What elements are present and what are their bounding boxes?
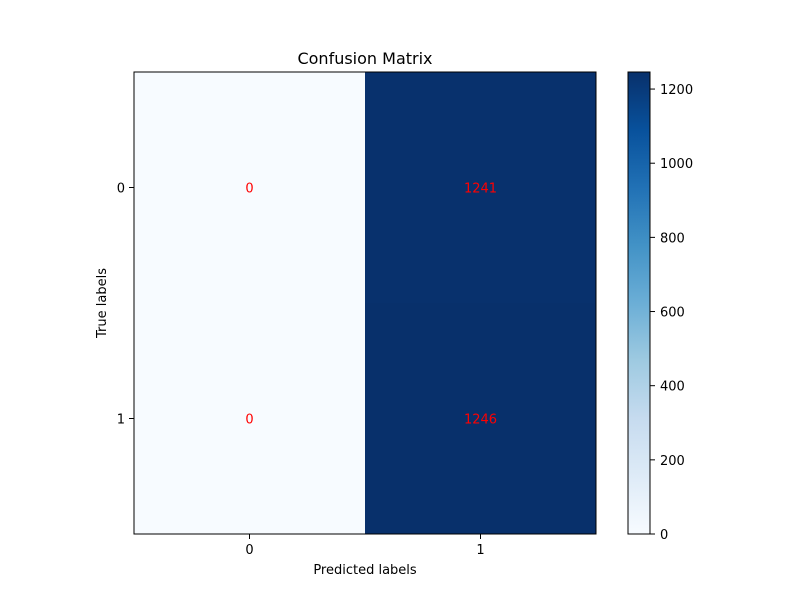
colorbar (627, 71, 651, 535)
colorbar-ticks: 0 200 400 600 800 1000 1200 (650, 83, 693, 543)
heatmap-cell-0-0 (134, 72, 365, 303)
y-tick-label: 1 (117, 413, 125, 428)
y-axis-label: True labels (95, 268, 110, 339)
cell-annotations: 0 1241 0 1246 (245, 182, 497, 428)
colorbar-tick-label: 600 (660, 306, 685, 321)
heatmap-cell-1-0 (134, 303, 365, 534)
cell-value-1-0: 0 (245, 413, 253, 428)
x-tick-label: 1 (476, 543, 484, 558)
cell-value-0-0: 0 (245, 182, 253, 197)
y-axis-ticks: 01 (117, 182, 134, 428)
cell-value-0-1: 1241 (464, 182, 497, 197)
x-axis-label: Predicted labels (313, 563, 417, 578)
colorbar-tick-label: 800 (660, 231, 685, 246)
colorbar-tick-label: 1200 (660, 83, 693, 98)
x-tick-label: 0 (245, 543, 253, 558)
plot-frame (133, 71, 597, 535)
colorbar-tick-label: 0 (660, 528, 668, 543)
cell-value-1-1: 1246 (464, 413, 497, 428)
chart-title: Confusion Matrix (297, 49, 432, 68)
heatmap-cell-1-1 (365, 303, 596, 534)
colorbar-tick-label: 400 (660, 380, 685, 395)
heatmap-cells (134, 72, 596, 534)
colorbar-tick-label: 200 (660, 454, 685, 469)
colorbar-tick-label: 1000 (660, 157, 693, 172)
heatmap-cell-0-1 (365, 72, 596, 303)
y-tick-label: 0 (117, 182, 125, 197)
